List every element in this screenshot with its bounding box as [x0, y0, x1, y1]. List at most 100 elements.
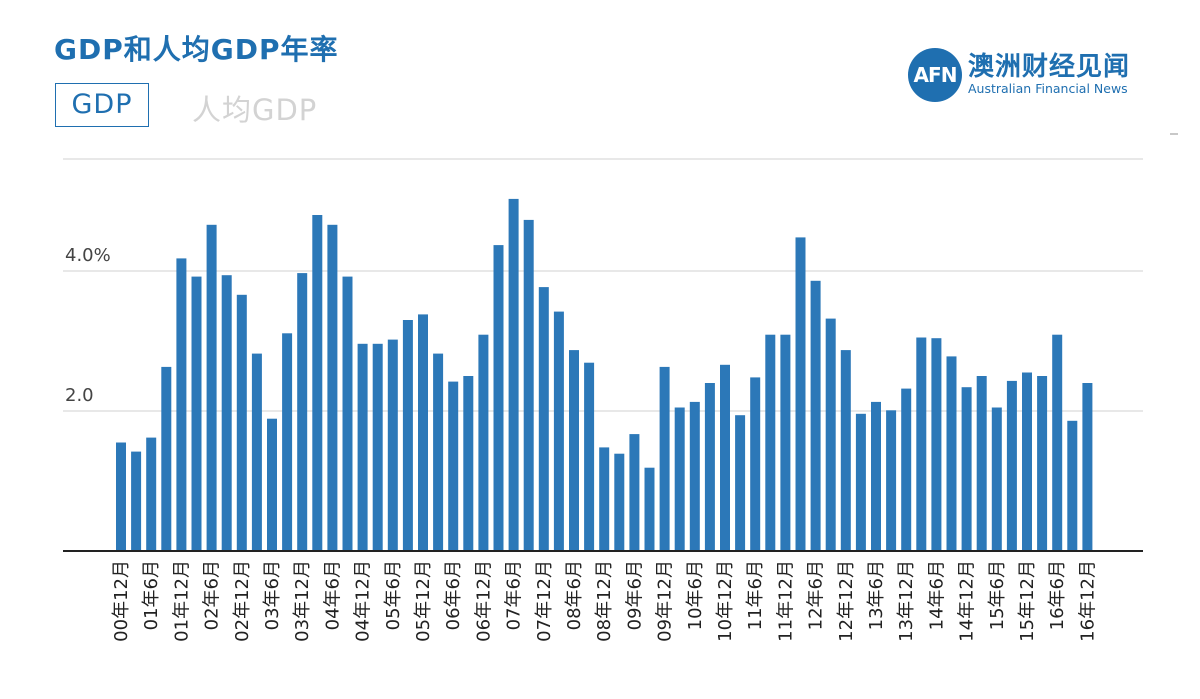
chart-title: GDP和人均GDP年率	[54, 33, 339, 66]
x-tick-label: 15年6月	[987, 560, 1008, 630]
tab-per-capita-gdp[interactable]: 人均GDP	[192, 93, 318, 127]
x-tick-label: 15年12月	[1017, 560, 1038, 642]
bar	[267, 418, 277, 551]
bar	[855, 413, 866, 551]
bar	[750, 377, 761, 551]
bar	[523, 219, 534, 551]
y-tick-label: 2.0	[65, 385, 94, 406]
x-tick-label: 02年6月	[202, 560, 223, 630]
bar	[297, 273, 308, 551]
x-tick-label: 09年12月	[655, 560, 676, 642]
bar	[825, 318, 836, 551]
x-tick-label: 14年12月	[957, 560, 978, 642]
x-tick-label: 04年12月	[353, 560, 374, 642]
bar	[146, 437, 157, 551]
bar	[448, 381, 459, 551]
bar	[659, 366, 670, 551]
corner-divider	[1170, 133, 1178, 135]
x-tick-label: 12年6月	[806, 560, 827, 630]
bar	[206, 224, 217, 552]
x-tick-label: 13年12月	[896, 560, 917, 642]
bar	[433, 353, 444, 551]
bar	[765, 334, 776, 551]
bar	[131, 451, 142, 551]
bar	[961, 387, 972, 551]
bar	[629, 434, 640, 551]
bar	[478, 334, 489, 551]
x-tick-label: 02年12月	[232, 560, 253, 642]
bar	[976, 376, 987, 551]
x-tick-label: 11年6月	[745, 560, 766, 630]
x-tick-label: 01年12月	[171, 560, 192, 642]
bar	[538, 287, 549, 551]
bar	[327, 224, 338, 552]
x-tick-label: 03年6月	[262, 560, 283, 630]
x-tick-label: 04年6月	[322, 560, 343, 630]
bar	[402, 320, 413, 551]
bar	[236, 294, 247, 551]
x-tick-label: 05年6月	[383, 560, 404, 630]
x-tick-label: 12年12月	[836, 560, 857, 642]
bar	[116, 442, 126, 551]
bar	[901, 388, 912, 551]
bar	[387, 339, 398, 551]
bar	[1082, 383, 1093, 551]
bar	[991, 407, 1002, 551]
bar	[704, 383, 715, 551]
bar	[871, 401, 881, 551]
bar	[720, 364, 730, 551]
bar	[931, 338, 942, 551]
tab-gdp[interactable]: GDP	[55, 83, 149, 127]
afn-logo-icon: AFN	[908, 48, 962, 102]
bar	[735, 415, 746, 551]
bar	[418, 314, 428, 551]
bar	[780, 334, 791, 551]
bar	[810, 280, 821, 551]
x-tick-label: 01年6月	[141, 560, 162, 630]
bar	[221, 275, 232, 551]
x-tick-label: 14年6月	[926, 560, 947, 630]
x-tick-label: 06年12月	[473, 560, 494, 642]
bar	[553, 311, 564, 551]
bar	[1052, 334, 1063, 551]
bar	[1037, 376, 1048, 551]
bar	[1022, 372, 1032, 551]
x-tick-label: 07年12月	[534, 560, 555, 642]
x-tick-label: 10年6月	[685, 560, 706, 630]
bar	[584, 362, 595, 551]
bar	[1067, 420, 1078, 551]
y-tick-label: 4.0%	[65, 245, 111, 266]
bar	[1006, 380, 1017, 551]
bar	[689, 401, 700, 551]
bar	[282, 333, 293, 551]
bar	[251, 353, 262, 551]
bar	[599, 447, 610, 551]
bar	[493, 245, 504, 551]
x-tick-label: 05年12月	[413, 560, 434, 642]
bar	[614, 453, 625, 551]
logo-name-en: Australian Financial News	[968, 81, 1128, 96]
bar	[886, 410, 897, 551]
bar	[795, 237, 806, 551]
bar	[644, 467, 655, 551]
x-tick-label: 03年12月	[292, 560, 313, 642]
bar	[569, 350, 579, 551]
bar	[946, 356, 957, 551]
bar	[508, 198, 519, 551]
x-tick-label: 13年6月	[866, 560, 887, 630]
x-tick-label: 16年12月	[1077, 560, 1098, 642]
bar	[342, 276, 353, 551]
x-tick-label: 08年12月	[594, 560, 615, 642]
bar	[176, 258, 187, 551]
x-tick-label: 11年12月	[775, 560, 796, 642]
bar	[372, 343, 383, 551]
x-tick-label: 00年12月	[111, 560, 132, 642]
bar	[463, 376, 474, 551]
bar	[916, 337, 927, 551]
x-tick-label: 06年6月	[443, 560, 464, 630]
logo-name-cn: 澳洲财经见闻	[968, 52, 1131, 82]
bar	[840, 350, 851, 551]
bar	[191, 276, 202, 551]
bar	[312, 215, 323, 551]
